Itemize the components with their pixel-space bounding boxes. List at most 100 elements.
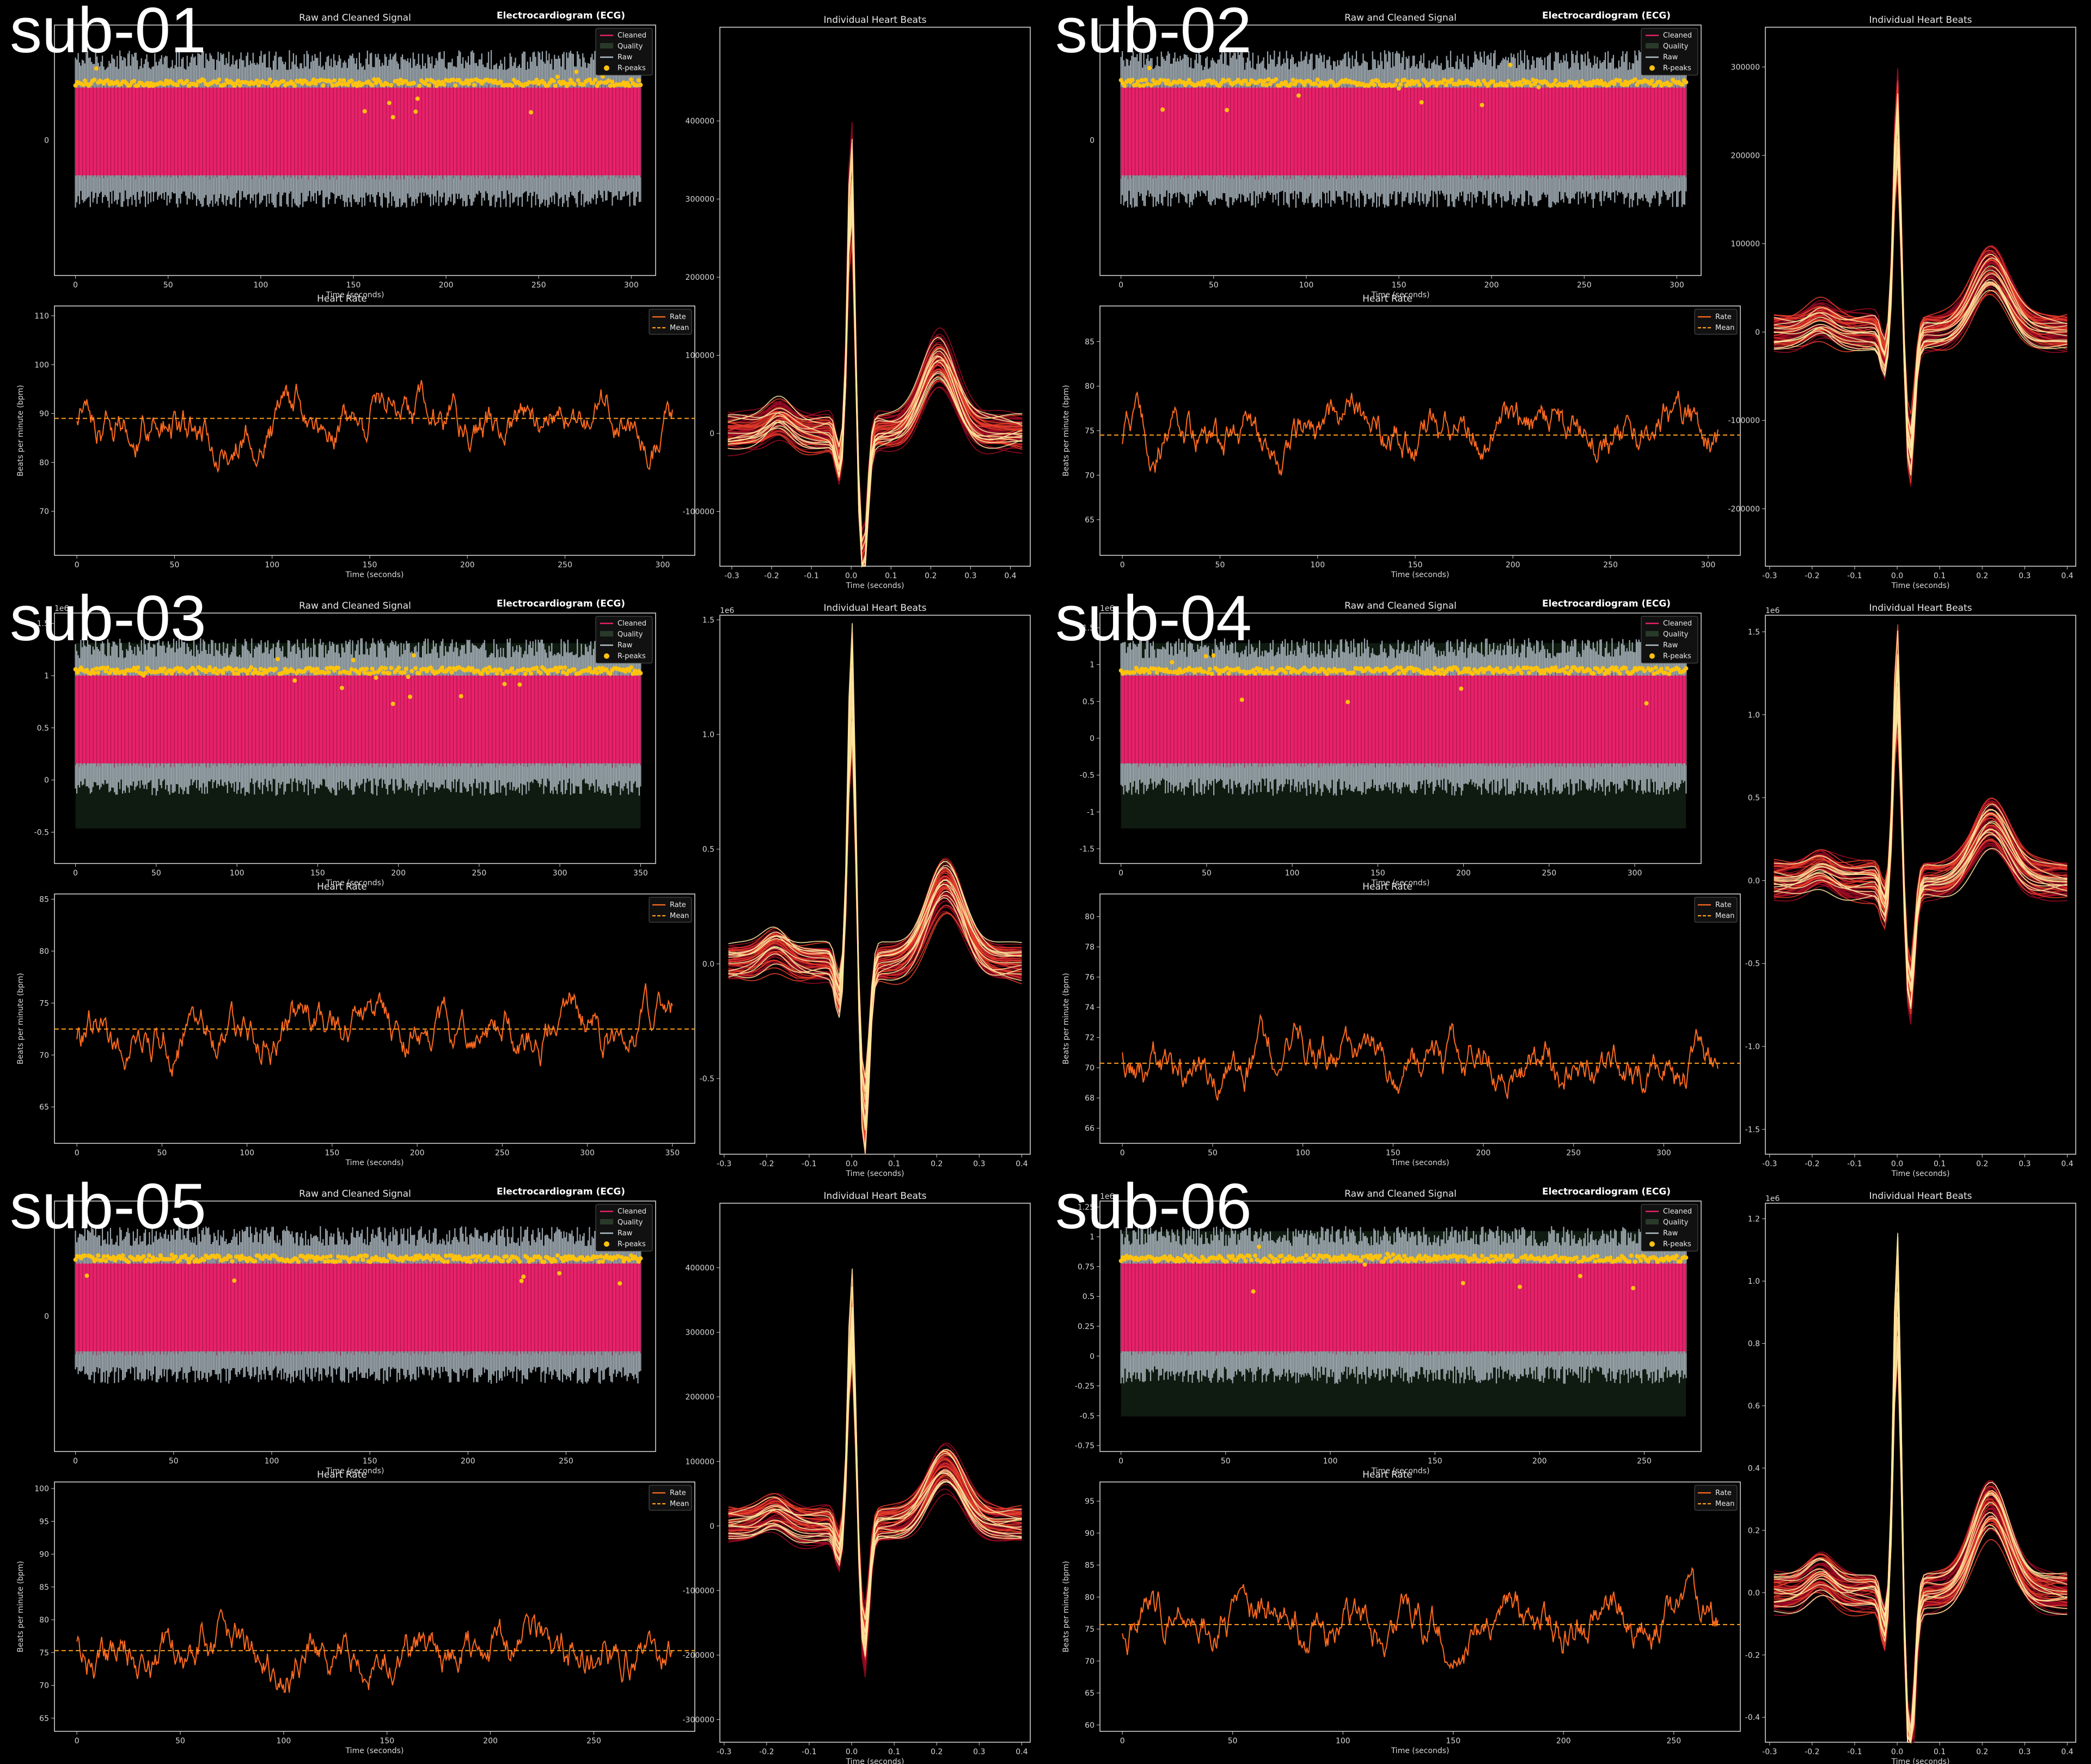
- beats-y-tick-label: 100000: [686, 1457, 714, 1466]
- rate-y-tick-label: 90: [39, 410, 49, 419]
- signal-legend-label: Cleaned: [617, 1208, 646, 1216]
- rate-x-tick-label: 150: [380, 1737, 394, 1745]
- rate-x-tick-label: 50: [1228, 1737, 1238, 1745]
- rate-legend-label: Mean: [670, 912, 689, 920]
- rate-y-tick-label: 100: [34, 1485, 49, 1493]
- rate-y-axis-label: Beats per minute (bpm): [16, 973, 25, 1064]
- signal-x-tick-label: 250: [1577, 281, 1592, 290]
- figure-title: Electrocardiogram (ECG): [497, 10, 625, 21]
- heartbeats-axes-frame: [719, 1203, 1031, 1743]
- signal-legend-label: Quality: [1663, 1218, 1689, 1227]
- beats-x-tick-label: -0.2: [759, 1748, 774, 1756]
- signal-y-tick-label: 1.5: [37, 620, 49, 628]
- signal-x-tick-label: 50: [169, 1457, 179, 1466]
- subject-block-sub-04: Electrocardiogram (ECG)Raw and Cleaned S…: [1055, 583, 2076, 1178]
- beats-x-axis-label: Time (seconds): [846, 1169, 904, 1178]
- signal-x-tick-label: 100: [1299, 281, 1314, 290]
- rate-y-tick-label: 70: [39, 507, 49, 516]
- signal-legend-label: Quality: [617, 42, 643, 51]
- beats-y-tick-label: -300000: [683, 1716, 715, 1725]
- signal-y-tick-label: 0: [44, 776, 49, 785]
- beats-x-tick-label: 0.2: [925, 572, 937, 580]
- beats-y-tick-label: 0.5: [702, 846, 714, 854]
- figure-title: Electrocardiogram (ECG): [1542, 10, 1671, 21]
- rate-x-axis-label: Time (seconds): [345, 1747, 404, 1755]
- rate-x-tick-label: 50: [1215, 561, 1225, 569]
- beats-x-tick-label: 0.1: [885, 572, 897, 580]
- signal-scale-label: 1e6: [1100, 1192, 1115, 1201]
- signal-legend-label: Quality: [617, 630, 643, 639]
- heartbeats-panel-title: Individual Heart Beats: [1869, 1191, 1972, 1202]
- signal-x-tick-label: 350: [633, 869, 648, 878]
- rate-x-tick-label: 0: [1120, 1149, 1125, 1157]
- signal-legend-label: R-peaks: [617, 1240, 646, 1248]
- rate-x-tick-label: 100: [1336, 1737, 1350, 1745]
- rate-y-tick-label: 80: [1085, 1593, 1095, 1602]
- legend-rpeak-marker: [604, 65, 609, 71]
- signal-panel: Raw and Cleaned Signal 0 50 100 150 200 250 300…: [34, 601, 656, 887]
- signal-legend-label: Quality: [1663, 630, 1689, 639]
- signal-y-tick-label: 1: [44, 672, 49, 681]
- beats-y-tick-label: 0: [1755, 328, 1760, 337]
- signal-legend-label: Cleaned: [1663, 1208, 1692, 1216]
- rate-y-tick-label: 75: [1085, 1625, 1095, 1634]
- rate-y-tick-label: 70: [1085, 471, 1095, 480]
- signal-y-tick-label: 0: [1090, 137, 1095, 145]
- subject-block-sub-01: Electrocardiogram (ECG)Raw and Cleaned S…: [10, 0, 1031, 590]
- rate-y-tick-label: 75: [39, 1649, 49, 1657]
- heartbeats-panel: Individual Heart Beats -0.3 -0.2 -0.1 0.0 0.1…: [683, 15, 1031, 590]
- beats-x-tick-label: -0.3: [717, 1160, 731, 1168]
- rate-x-tick-label: 300: [656, 561, 670, 569]
- rate-x-axis-label: Time (seconds): [345, 1159, 404, 1167]
- heart-rate-axes-frame: [1099, 1481, 1741, 1732]
- signal-legend-box: [1641, 28, 1698, 76]
- signal-x-axis-label: Time (seconds): [326, 879, 384, 887]
- heartbeat-trace: [727, 174, 1023, 567]
- figure-title: Electrocardiogram (ECG): [497, 598, 625, 609]
- rate-y-axis-label: Beats per minute (bpm): [1062, 1561, 1071, 1652]
- heart-rate-line: [1122, 390, 1719, 476]
- signal-panel: Raw and Cleaned Signal 0 50 100 150 200 250 300…: [1080, 601, 1702, 887]
- beats-y-tick-label: 0.0: [1748, 1589, 1760, 1597]
- signal-x-tick-label: 0: [1118, 1457, 1123, 1466]
- beats-y-tick-label: -200000: [683, 1651, 715, 1660]
- rate-legend-label: Rate: [1715, 313, 1732, 321]
- rate-legend-label: Rate: [670, 1489, 686, 1497]
- rate-x-tick-label: 50: [157, 1149, 167, 1157]
- beats-x-tick-label: 0.4: [2061, 572, 2073, 580]
- beats-x-tick-label: 0.2: [931, 1160, 943, 1168]
- rate-y-tick-label: 76: [1085, 973, 1095, 982]
- rate-x-axis-label: Time (seconds): [1391, 571, 1450, 579]
- cleaned-signal-trace: [75, 672, 641, 768]
- heartbeats-panel-title: Individual Heart Beats: [824, 603, 927, 614]
- beats-y-tick-label: -1.0: [1745, 1043, 1760, 1051]
- cleaned-signal-trace: [75, 84, 641, 180]
- legend-quality-swatch: [1646, 43, 1659, 48]
- rate-y-tick-label: 95: [1085, 1497, 1095, 1506]
- signal-y-tick-label: -0.5: [1080, 1412, 1095, 1420]
- beats-y-tick-label: 100000: [686, 352, 714, 360]
- signal-y-tick-label: 1.25: [1078, 1203, 1095, 1212]
- legend-rpeak-marker: [604, 1241, 609, 1247]
- signal-y-tick-label: -0.5: [1080, 771, 1095, 780]
- rate-legend-label: Rate: [670, 901, 686, 909]
- signal-legend-box: [1641, 616, 1698, 664]
- beats-y-tick-label: 200000: [686, 1393, 714, 1402]
- heartbeats-panel-title: Individual Heart Beats: [824, 15, 927, 26]
- signal-panel: Raw and Cleaned Signal 0 50 100 150 200 250 300…: [1090, 13, 1702, 299]
- heartbeat-trace: [1774, 93, 2068, 458]
- heart-rate-axes-frame: [54, 893, 695, 1144]
- rate-x-tick-label: 250: [495, 1149, 510, 1157]
- rate-x-tick-label: 100: [265, 561, 279, 569]
- beats-scale-label: 1e6: [1765, 1195, 1780, 1203]
- legend-quality-swatch: [600, 631, 613, 636]
- beats-y-tick-label: 0.4: [1748, 1464, 1760, 1473]
- subject-label: sub-04: [1055, 583, 1252, 654]
- signal-panel-title: Raw and Cleaned Signal: [1344, 601, 1457, 611]
- beats-x-tick-label: -0.2: [1805, 572, 1819, 580]
- signal-x-axis-label: Time (seconds): [326, 291, 384, 299]
- signal-y-tick-label: 0: [1090, 734, 1095, 743]
- signal-x-tick-label: 100: [230, 869, 244, 878]
- r-peak-markers: [73, 66, 643, 120]
- heartbeats-panel: Individual Heart Beats -0.3 -0.2 -0.1 0.0 0.1…: [683, 1191, 1031, 1764]
